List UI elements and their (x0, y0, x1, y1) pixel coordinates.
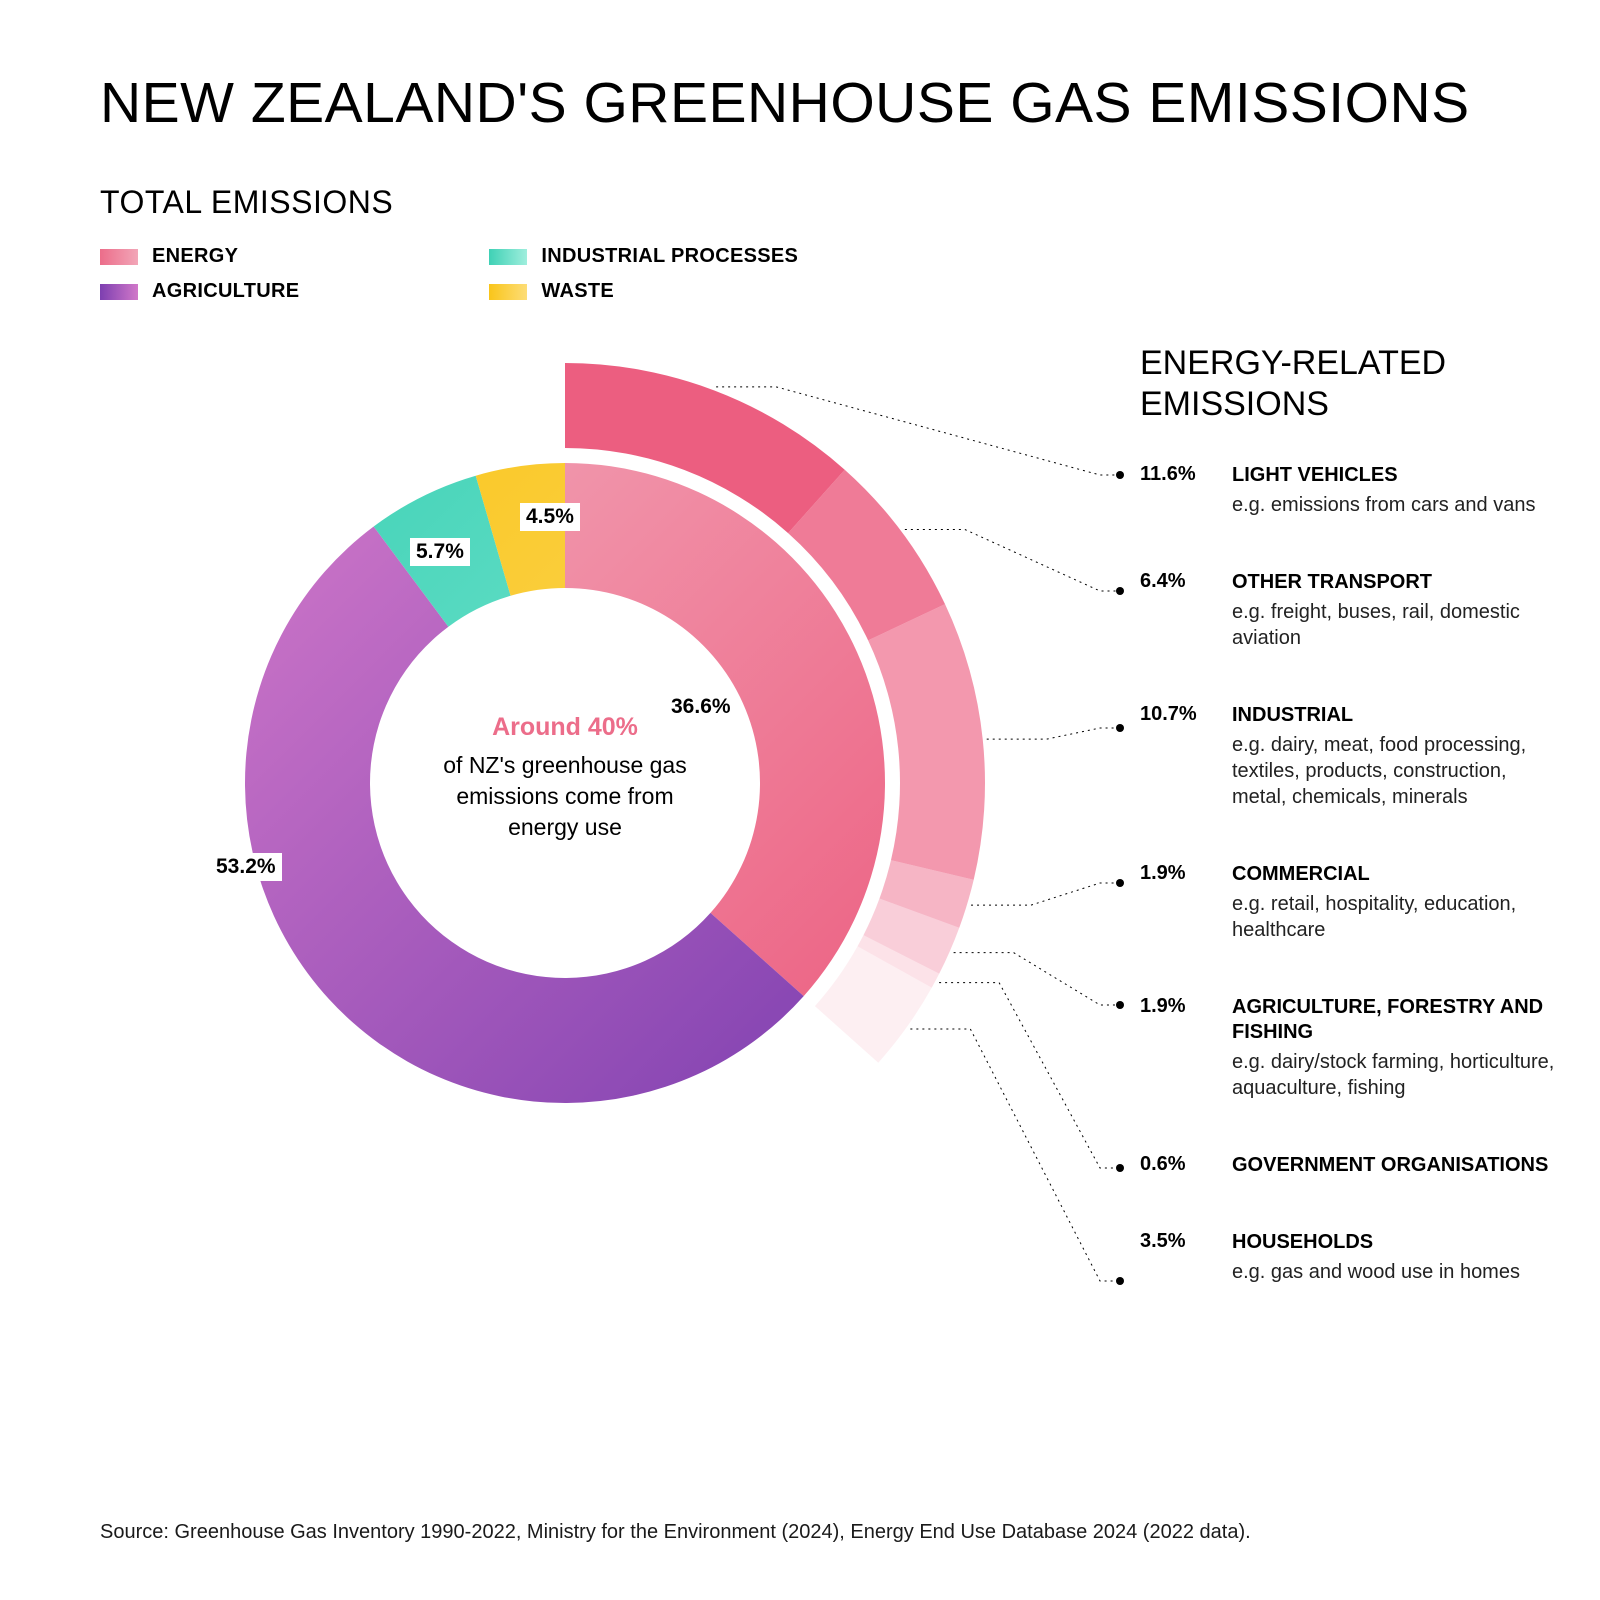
side-item-desc: e.g. retail, hospitality, education, hea… (1232, 891, 1560, 943)
side-item-pct: 10.7% (1140, 703, 1210, 810)
side-item-pct: 1.9% (1140, 995, 1210, 1101)
leader-dot (1116, 879, 1124, 887)
side-item-text: GOVERNMENT ORGANISATIONS (1232, 1153, 1560, 1178)
legend-label: INDUSTRIAL PROCESSES (541, 245, 798, 268)
side-item: 3.5% HOUSEHOLDS e.g. gas and wood use in h… (1140, 1230, 1560, 1285)
leader-line (905, 529, 1120, 591)
total-emissions-subtitle: TOTAL EMISSIONS (100, 184, 1500, 221)
side-item-text: INDUSTRIAL e.g. dairy, meat, food process… (1232, 703, 1560, 810)
legend-label: AGRICULTURE (152, 280, 299, 303)
center-highlight: Around 40% (435, 713, 695, 742)
leader-dot (1116, 1001, 1124, 1009)
leader-dot (1116, 587, 1124, 595)
side-item: 1.9% AGRICULTURE, FORESTRY AND FISHINGe.g… (1140, 995, 1560, 1101)
side-item-label: OTHER TRANSPORT (1232, 570, 1560, 595)
leader-dot (1116, 1164, 1124, 1172)
side-item: 10.7% INDUSTRIAL e.g. dairy, meat, food pr… (1140, 703, 1560, 810)
side-item-label: GOVERNMENT ORGANISATIONS (1232, 1153, 1560, 1178)
side-item-pct: 0.6% (1140, 1153, 1210, 1178)
side-item-desc: e.g. emissions from cars and vans (1232, 492, 1560, 518)
breakout-segment-industrial (868, 604, 985, 880)
side-item-pct: 3.5% (1140, 1230, 1210, 1285)
side-item-label: HOUSEHOLDS (1232, 1230, 1560, 1255)
side-item-desc: e.g. dairy, meat, food processing, texti… (1232, 732, 1560, 810)
leader-dot (1116, 1277, 1124, 1285)
side-item-desc: e.g. dairy/stock farming, horticulture, … (1232, 1049, 1560, 1101)
chart-area: Around 40% of NZ's greenhouse gas emissi… (100, 343, 1500, 1383)
legend-item-agriculture: AGRICULTURE (100, 280, 299, 303)
side-item-desc: e.g. freight, buses, rail, domestic avia… (1232, 599, 1560, 651)
percent-label-industrial: 5.7% (410, 538, 470, 566)
leader-line (939, 983, 1120, 1168)
side-item-pct: 11.6% (1140, 463, 1210, 518)
side-title: ENERGY-RELATEDEMISSIONS (1140, 343, 1446, 425)
side-item-label: COMMERCIAL (1232, 862, 1560, 887)
percent-label-energy: 36.6% (665, 693, 737, 721)
legend-swatch (489, 284, 527, 300)
side-item-label: AGRICULTURE, FORESTRY AND FISHING (1232, 995, 1560, 1045)
side-item-text: COMMERCIAL e.g. retail, hospitality, educ… (1232, 862, 1560, 943)
legend-swatch (489, 249, 527, 265)
side-item: 6.4% OTHER TRANSPORT e.g. freight, buses, … (1140, 570, 1560, 651)
legend-label: ENERGY (152, 245, 238, 268)
side-title-text: ENERGY-RELATEDEMISSIONS (1140, 344, 1446, 423)
side-item: 0.6% GOVERNMENT ORGANISATIONS (1140, 1153, 1560, 1178)
side-item-pct: 6.4% (1140, 570, 1210, 651)
percent-label-agriculture: 53.2% (210, 853, 282, 881)
leader-line (910, 1029, 1120, 1281)
center-caption: Around 40% of NZ's greenhouse gas emissi… (435, 713, 695, 843)
side-list: 11.6% LIGHT VEHICLES e.g. emissions from c… (1140, 463, 1560, 1337)
leader-line (987, 728, 1120, 739)
legend-label: WASTE (541, 280, 614, 303)
legend-item-energy: ENERGY (100, 245, 299, 268)
leader-line (954, 953, 1120, 1005)
percent-label-waste: 4.5% (520, 503, 580, 531)
side-item: 11.6% LIGHT VEHICLES e.g. emissions from c… (1140, 463, 1560, 518)
side-item-desc: e.g. gas and wood use in homes (1232, 1259, 1560, 1285)
side-item-label: INDUSTRIAL (1232, 703, 1560, 728)
side-item-label: LIGHT VEHICLES (1232, 463, 1560, 488)
legend-swatch (100, 284, 138, 300)
leader-dot (1116, 724, 1124, 732)
page-title: NEW ZEALAND'S GREENHOUSE GAS EMISSIONS (100, 70, 1500, 136)
leader-line (971, 883, 1120, 905)
side-item-text: LIGHT VEHICLES e.g. emissions from cars a… (1232, 463, 1560, 518)
legend-swatch (100, 249, 138, 265)
side-item: 1.9% COMMERCIAL e.g. retail, hospitality, … (1140, 862, 1560, 943)
center-body: of NZ's greenhouse gas emissions come fr… (435, 750, 695, 843)
leader-dot (1116, 471, 1124, 479)
source-line: Source: Greenhouse Gas Inventory 1990-20… (100, 1521, 1251, 1544)
legend: ENERGY AGRICULTURE INDUSTRIAL PROCESSES … (100, 245, 1500, 303)
side-item-text: HOUSEHOLDS e.g. gas and wood use in homes (1232, 1230, 1560, 1285)
side-item-text: AGRICULTURE, FORESTRY AND FISHINGe.g. da… (1232, 995, 1560, 1101)
side-item-pct: 1.9% (1140, 862, 1210, 943)
legend-item-waste: WASTE (489, 280, 798, 303)
side-item-text: OTHER TRANSPORT e.g. freight, buses, rail… (1232, 570, 1560, 651)
legend-item-industrial: INDUSTRIAL PROCESSES (489, 245, 798, 268)
